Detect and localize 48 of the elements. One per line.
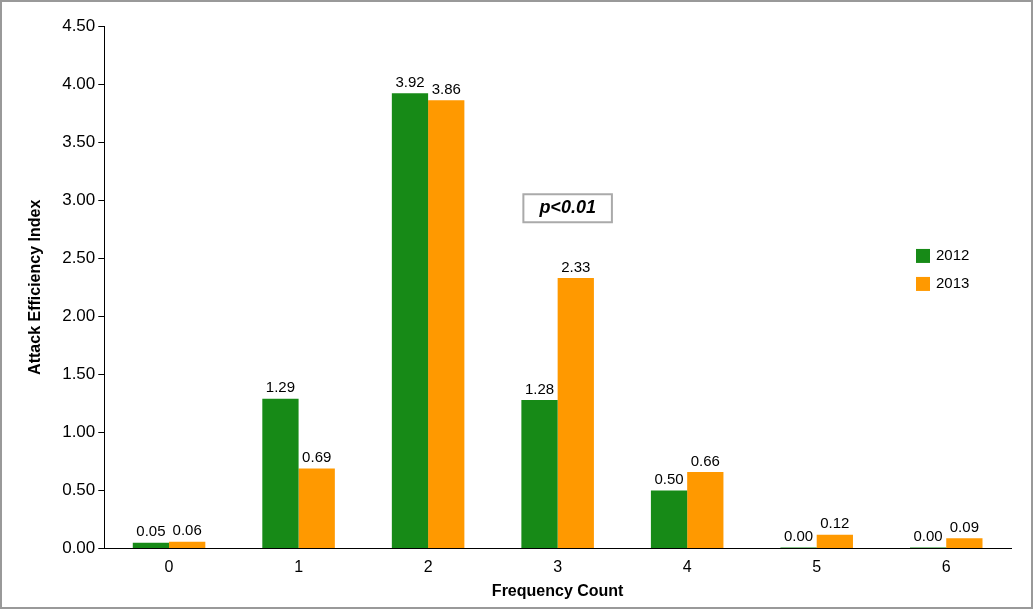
- y-tick-label: 1.50: [62, 364, 96, 384]
- data-label: 0.00: [783, 527, 814, 545]
- bar: [816, 534, 853, 549]
- annotation: p<0.01: [538, 197, 596, 218]
- data-label: 3.86: [431, 79, 461, 97]
- data-label: 1.28: [524, 379, 555, 397]
- y-tick-label: 4.00: [62, 73, 96, 93]
- bar: [521, 399, 558, 549]
- bar: [132, 542, 170, 549]
- bar: [428, 100, 465, 549]
- y-tick-label: 3.00: [62, 189, 96, 209]
- bar: [298, 468, 335, 549]
- x-tick-label: 2: [423, 557, 433, 575]
- x-tick-label: 6: [941, 557, 951, 575]
- data-label: 0.66: [690, 451, 720, 469]
- x-tick-label: 0: [164, 557, 174, 575]
- y-tick-label: 2.00: [62, 306, 96, 326]
- y-axis-title: Attack Efficiency Index: [26, 199, 44, 375]
- legend-label: 2012: [936, 246, 970, 264]
- y-tick-label: 0.00: [62, 538, 96, 558]
- bar: [557, 278, 594, 549]
- data-label: 0.06: [172, 521, 202, 539]
- y-tick-label: 4.50: [62, 15, 96, 35]
- bar: [946, 538, 983, 549]
- data-label: 1.29: [265, 378, 296, 396]
- y-tick-label: 1.00: [62, 422, 96, 442]
- bar: [262, 398, 299, 549]
- y-tick-label: 2.50: [62, 247, 96, 267]
- x-axis-title: Frequency Count: [491, 581, 625, 599]
- x-tick-label: 3: [553, 557, 563, 575]
- bar: [650, 490, 688, 549]
- bar: [169, 541, 206, 549]
- data-label: 0.09: [949, 517, 979, 535]
- legend-label: 2013: [936, 274, 970, 292]
- x-tick-label: 5: [812, 557, 822, 575]
- y-tick-label: 3.50: [62, 131, 96, 151]
- data-label: 0.00: [913, 527, 943, 545]
- data-label: 2.33: [561, 257, 591, 275]
- x-tick-label: 4: [682, 557, 692, 575]
- bar: [687, 471, 724, 549]
- data-label: 0.69: [302, 448, 332, 466]
- x-tick-label: 1: [294, 557, 304, 575]
- data-label: 3.92: [395, 73, 425, 90]
- data-label: 0.05: [136, 522, 166, 540]
- bar: [391, 93, 429, 549]
- data-label: 0.12: [820, 514, 850, 532]
- y-tick-label: 0.50: [62, 480, 96, 500]
- data-label: 0.50: [654, 470, 684, 488]
